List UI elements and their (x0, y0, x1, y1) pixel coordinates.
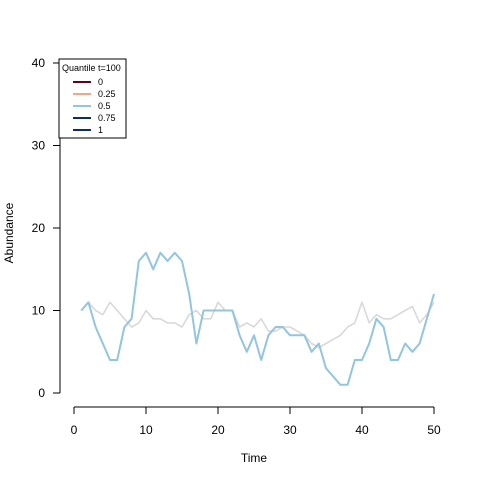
series-line-2 (80, 251, 435, 386)
legend-label: 0 (98, 77, 103, 87)
y-ticks: 0 10 20 30 40 (32, 56, 60, 400)
legend-box (58, 58, 127, 139)
x-tick-label: 30 (283, 423, 297, 437)
x-tick-label: 50 (427, 423, 441, 437)
series-layer (80, 251, 435, 386)
x-axis-title: Time (241, 451, 268, 465)
x-ticks: 0 10 20 30 40 50 (71, 407, 441, 437)
series-line-1 (80, 301, 435, 349)
x-tick-label: 0 (71, 423, 78, 437)
y-tick-label: 20 (32, 221, 46, 235)
legend-label: 1 (98, 125, 103, 135)
legend: Quantile t=100 0 0.25 0.5 0.75 1 (58, 58, 127, 139)
y-tick-label: 0 (38, 386, 45, 400)
x-tick-label: 10 (139, 423, 153, 437)
legend-label: 0.25 (98, 89, 116, 99)
y-tick-label: 30 (32, 139, 46, 153)
y-tick-label: 40 (32, 56, 46, 70)
legend-label: 0.5 (98, 101, 111, 111)
y-tick-label: 10 (32, 304, 46, 318)
legend-label: 0.75 (98, 113, 116, 123)
legend-entries: 0 0.25 0.5 0.75 1 (73, 77, 116, 135)
x-tick-label: 20 (211, 423, 225, 437)
y-axis-title: Abundance (2, 202, 16, 263)
legend-title: Quantile t=100 (62, 63, 121, 73)
x-tick-label: 40 (355, 423, 369, 437)
